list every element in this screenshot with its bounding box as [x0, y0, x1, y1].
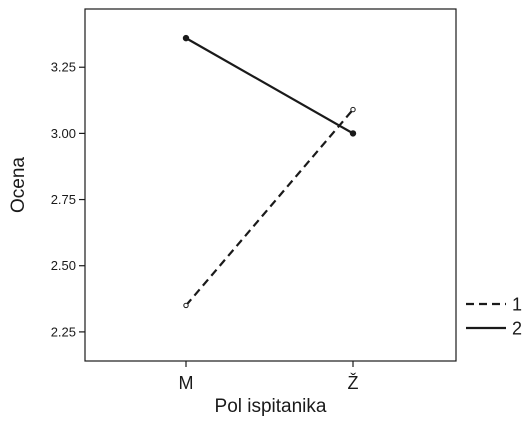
series-1-point: [350, 106, 356, 113]
series-2-line: [185, 37, 354, 135]
plot-frame: [84, 8, 457, 362]
x-tick-label: M: [179, 373, 194, 393]
series-2-point: [349, 130, 357, 137]
x-tick-label: Ž: [348, 373, 359, 393]
legend-label-1: 1: [512, 295, 522, 315]
series-layer: [182, 34, 357, 309]
series-1-line: [185, 108, 354, 307]
y-tick-label: 2.50: [51, 258, 76, 273]
legend-label-2: 2: [512, 319, 522, 339]
series-2-point: [182, 34, 190, 42]
y-tick-label: 3.00: [51, 126, 76, 141]
y-tick-label: 2.75: [51, 192, 76, 207]
y-tick-label: 2.25: [51, 324, 76, 339]
series-1-point: [183, 302, 189, 309]
legend: 12: [466, 295, 522, 339]
y-axis: 2.25 2.50 2.75 3.00 3.25: [51, 60, 85, 339]
x-axis-title: Pol ispitanika: [215, 396, 327, 417]
y-axis-title: Ocena: [8, 157, 29, 213]
y-tick-label: 3.25: [51, 60, 76, 75]
